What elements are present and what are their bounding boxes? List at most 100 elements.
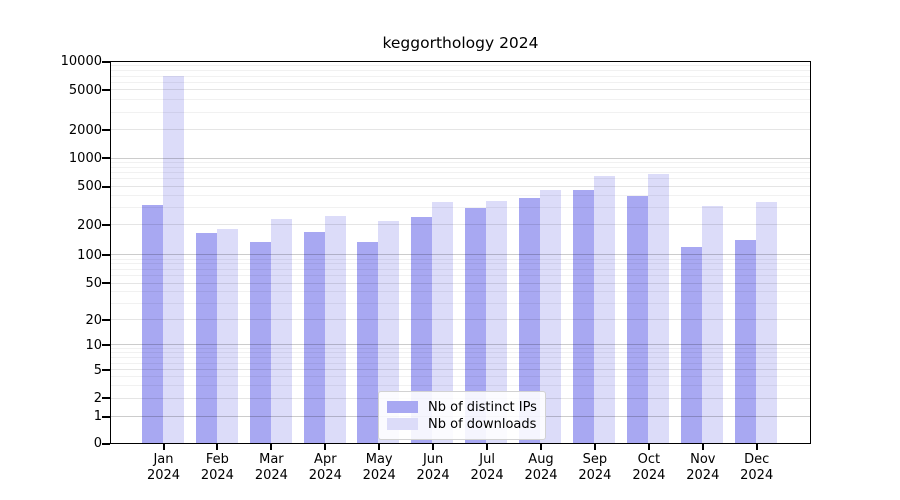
y-tick-label: 5: [93, 362, 102, 378]
bar-jan-downloads: [162, 76, 184, 443]
bar-feb-downloads: [216, 229, 238, 443]
y-tick-label: 5000: [68, 82, 102, 98]
plot-area: [110, 61, 811, 444]
y-tick-label: 200: [77, 217, 102, 233]
y-tick-mark: [102, 442, 110, 445]
x-tick-label-may: May 2024: [362, 452, 396, 483]
x-tick-mark: [324, 443, 327, 450]
bar-may-distinct-ips: [357, 241, 379, 443]
x-tick-mark: [270, 443, 273, 450]
bar-jun-downloads: [432, 202, 454, 443]
legend-label-downloads: Nb of downloads: [428, 416, 537, 432]
bar-sep-distinct-ips: [573, 190, 595, 443]
bar-oct-distinct-ips: [627, 195, 649, 443]
x-tick-mark: [216, 443, 219, 450]
y-tick-mark: [102, 282, 110, 285]
bar-aug-downloads: [540, 189, 562, 443]
y-tick-mark: [102, 415, 110, 418]
y-tick-mark: [102, 185, 110, 188]
bar-jul-distinct-ips: [465, 207, 487, 443]
gridline: [111, 195, 810, 197]
x-tick-mark: [162, 443, 165, 450]
bar-may-downloads: [378, 220, 400, 443]
legend-swatch-distinct-ips: [387, 401, 418, 413]
y-tick-mark: [102, 129, 110, 131]
gridline: [111, 111, 810, 113]
x-tick-mark: [593, 443, 596, 450]
y-tick-mark: [102, 157, 110, 160]
gridline: [111, 166, 810, 168]
bar-jan-distinct-ips: [141, 204, 163, 443]
y-tick-label: 50: [85, 275, 102, 291]
chart-title: keggorthology 2024: [382, 34, 539, 52]
y-tick-label: 100: [77, 247, 102, 263]
gridline: [111, 65, 810, 67]
x-tick-mark: [486, 443, 489, 450]
gridline: [111, 161, 810, 163]
bar-apr-distinct-ips: [303, 231, 325, 443]
legend: Nb of distinct IPs Nb of downloads: [378, 391, 546, 440]
y-tick-label: 500: [77, 179, 102, 195]
gridline: [111, 70, 810, 71]
x-tick-mark: [755, 443, 758, 450]
x-tick-label-mar: Mar 2024: [254, 452, 288, 483]
y-tick-label: 10000: [60, 54, 102, 70]
x-tick-mark: [647, 443, 650, 450]
y-tick-label: 2: [93, 390, 102, 406]
x-tick-label-jan: Jan 2024: [146, 452, 181, 483]
gridline: [111, 185, 810, 187]
x-tick-label-aug: Aug 2024: [524, 452, 558, 483]
y-tick-mark: [102, 224, 110, 226]
x-tick-label-jun: Jun 2024: [416, 452, 450, 483]
y-tick-mark: [102, 89, 110, 91]
y-tick-mark: [102, 397, 110, 400]
bar-mar-distinct-ips: [249, 241, 271, 443]
y-tick-mark: [102, 319, 110, 321]
gridline: [111, 129, 810, 131]
x-tick-label-apr: Apr 2024: [308, 452, 342, 483]
gridline: [111, 75, 810, 77]
y-tick-mark: [102, 254, 110, 256]
bar-dec-distinct-ips: [734, 239, 756, 443]
legend-label-distinct-ips: Nb of distinct IPs: [428, 399, 537, 415]
bar-jul-downloads: [486, 201, 508, 443]
bar-sep-downloads: [594, 175, 616, 443]
x-tick-label-nov: Nov 2024: [686, 452, 720, 483]
bar-apr-downloads: [324, 216, 346, 443]
y-tick-label: 1000: [68, 150, 102, 166]
legend-swatch-downloads: [387, 418, 418, 430]
x-tick-mark: [378, 443, 381, 450]
bar-jun-distinct-ips: [411, 216, 433, 443]
x-tick-mark: [701, 443, 704, 450]
bar-aug-distinct-ips: [519, 197, 541, 443]
y-tick-label: 0: [93, 436, 102, 451]
y-tick-mark: [102, 344, 110, 346]
x-tick-label-jul: Jul 2024: [470, 452, 504, 483]
x-tick-label-oct: Oct 2024: [632, 452, 666, 483]
x-tick-label-feb: Feb 2024: [200, 452, 234, 483]
y-tick-label: 10: [85, 337, 102, 353]
y-tick-label: 1: [93, 409, 102, 425]
y-tick-mark: [102, 369, 110, 371]
bar-mar-downloads: [270, 218, 292, 443]
gridline: [111, 178, 810, 180]
x-tick-label-dec: Dec 2024: [740, 452, 774, 483]
y-tick-label: 20: [85, 312, 102, 328]
y-tick-label: 2000: [68, 122, 102, 138]
gridline: [111, 172, 810, 174]
bar-dec-downloads: [755, 201, 777, 443]
bar-nov-downloads: [702, 205, 723, 443]
gridline: [111, 98, 810, 100]
gridline: [111, 81, 810, 83]
bar-nov-distinct-ips: [681, 246, 702, 443]
y-tick-mark: [102, 60, 110, 63]
x-tick-label-sep: Sep 2024: [578, 452, 612, 483]
legend-item-downloads: Nb of downloads: [387, 416, 536, 432]
bar-oct-downloads: [648, 174, 670, 443]
x-tick-mark: [432, 443, 435, 450]
gridline: [111, 89, 810, 91]
x-tick-mark: [540, 443, 542, 450]
gridline: [111, 157, 810, 159]
bar-feb-distinct-ips: [195, 232, 217, 443]
